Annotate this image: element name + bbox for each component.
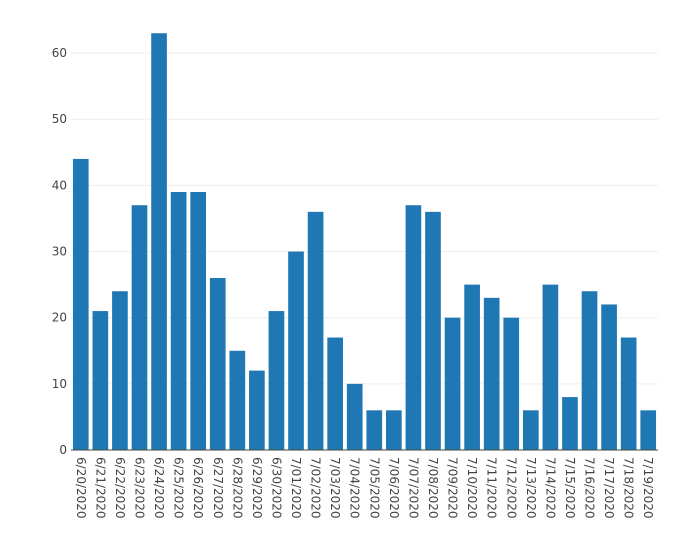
x-tick-label: 6/22/2020 bbox=[113, 457, 127, 519]
x-tick-label: 7/13/2020 bbox=[524, 457, 538, 519]
bar[interactable] bbox=[170, 192, 187, 450]
gridlines bbox=[71, 52, 658, 385]
bar[interactable] bbox=[327, 337, 343, 450]
bar[interactable] bbox=[581, 291, 598, 450]
x-tick-label: 7/17/2020 bbox=[602, 457, 616, 519]
x-tick-label: 7/06/2020 bbox=[387, 457, 401, 519]
x-tick-label: 6/26/2020 bbox=[191, 457, 205, 519]
bar[interactable] bbox=[640, 410, 657, 450]
x-tick-label: 7/19/2020 bbox=[641, 457, 655, 519]
x-tick-label: 6/30/2020 bbox=[269, 457, 283, 519]
x-tick-label: 7/01/2020 bbox=[289, 457, 303, 519]
x-tick-label: 7/18/2020 bbox=[622, 457, 636, 519]
x-tick-label: 7/11/2020 bbox=[485, 457, 499, 519]
y-tick-label: 40 bbox=[52, 178, 67, 192]
bar[interactable] bbox=[131, 205, 148, 450]
x-tick-label: 7/12/2020 bbox=[504, 457, 518, 519]
bar[interactable] bbox=[522, 410, 539, 450]
bar[interactable] bbox=[307, 211, 324, 450]
x-tick-label: 7/08/2020 bbox=[426, 457, 440, 519]
x-tick-label: 7/10/2020 bbox=[465, 457, 479, 519]
bar[interactable] bbox=[542, 284, 559, 450]
y-tick-label: 20 bbox=[52, 311, 67, 325]
bar[interactable] bbox=[229, 350, 246, 450]
x-tick-label: 6/27/2020 bbox=[211, 457, 225, 519]
bar[interactable] bbox=[268, 311, 285, 450]
bar[interactable] bbox=[562, 397, 578, 450]
bar[interactable] bbox=[112, 291, 128, 450]
x-tick-label: 7/05/2020 bbox=[367, 457, 381, 519]
bar[interactable] bbox=[386, 410, 402, 450]
x-tick-label: 7/07/2020 bbox=[406, 457, 420, 519]
bar[interactable] bbox=[72, 158, 89, 450]
y-tick-label: 30 bbox=[52, 245, 67, 259]
y-tick-label: 50 bbox=[52, 112, 67, 126]
bars bbox=[72, 33, 657, 450]
x-tick-label: 7/15/2020 bbox=[563, 457, 577, 519]
x-axis-ticks: 6/20/2020 6/21/2020 6/22/2020 6/23/2020 6/24… bbox=[74, 457, 655, 519]
bar[interactable] bbox=[151, 33, 167, 450]
bar[interactable] bbox=[620, 337, 637, 450]
x-tick-label: 6/29/2020 bbox=[250, 457, 264, 519]
bar[interactable] bbox=[483, 297, 500, 450]
x-tick-label: 7/02/2020 bbox=[309, 457, 323, 519]
bar[interactable] bbox=[405, 205, 422, 450]
y-tick-label: 10 bbox=[52, 377, 67, 391]
y-axis-ticks: 0 10 20 30 40 50 60 bbox=[52, 46, 67, 457]
x-tick-label: 6/20/2020 bbox=[74, 457, 88, 519]
x-tick-label: 6/28/2020 bbox=[230, 457, 244, 519]
x-tick-label: 7/03/2020 bbox=[328, 457, 342, 519]
x-tick-label: 7/04/2020 bbox=[348, 457, 362, 519]
bar[interactable] bbox=[425, 211, 441, 450]
bar[interactable] bbox=[444, 317, 461, 450]
x-tick-label: 6/24/2020 bbox=[152, 457, 166, 519]
bar[interactable] bbox=[190, 192, 207, 450]
bar[interactable] bbox=[366, 410, 383, 450]
bar[interactable] bbox=[209, 278, 226, 450]
x-tick-label: 7/14/2020 bbox=[543, 457, 557, 519]
x-tick-label: 6/23/2020 bbox=[132, 457, 146, 519]
bar[interactable] bbox=[92, 311, 109, 450]
bar[interactable] bbox=[464, 284, 480, 450]
x-tick-label: 6/21/2020 bbox=[93, 457, 107, 519]
bar[interactable] bbox=[601, 304, 617, 450]
x-tick-label: 7/16/2020 bbox=[583, 457, 597, 519]
bar[interactable] bbox=[346, 383, 363, 450]
bar[interactable] bbox=[288, 251, 304, 450]
x-tick-label: 7/09/2020 bbox=[446, 457, 460, 519]
bar[interactable] bbox=[503, 317, 520, 450]
bar[interactable] bbox=[249, 370, 265, 450]
x-tick-label: 6/25/2020 bbox=[172, 457, 186, 519]
y-tick-label: 0 bbox=[59, 443, 67, 457]
y-tick-label: 60 bbox=[52, 46, 67, 60]
